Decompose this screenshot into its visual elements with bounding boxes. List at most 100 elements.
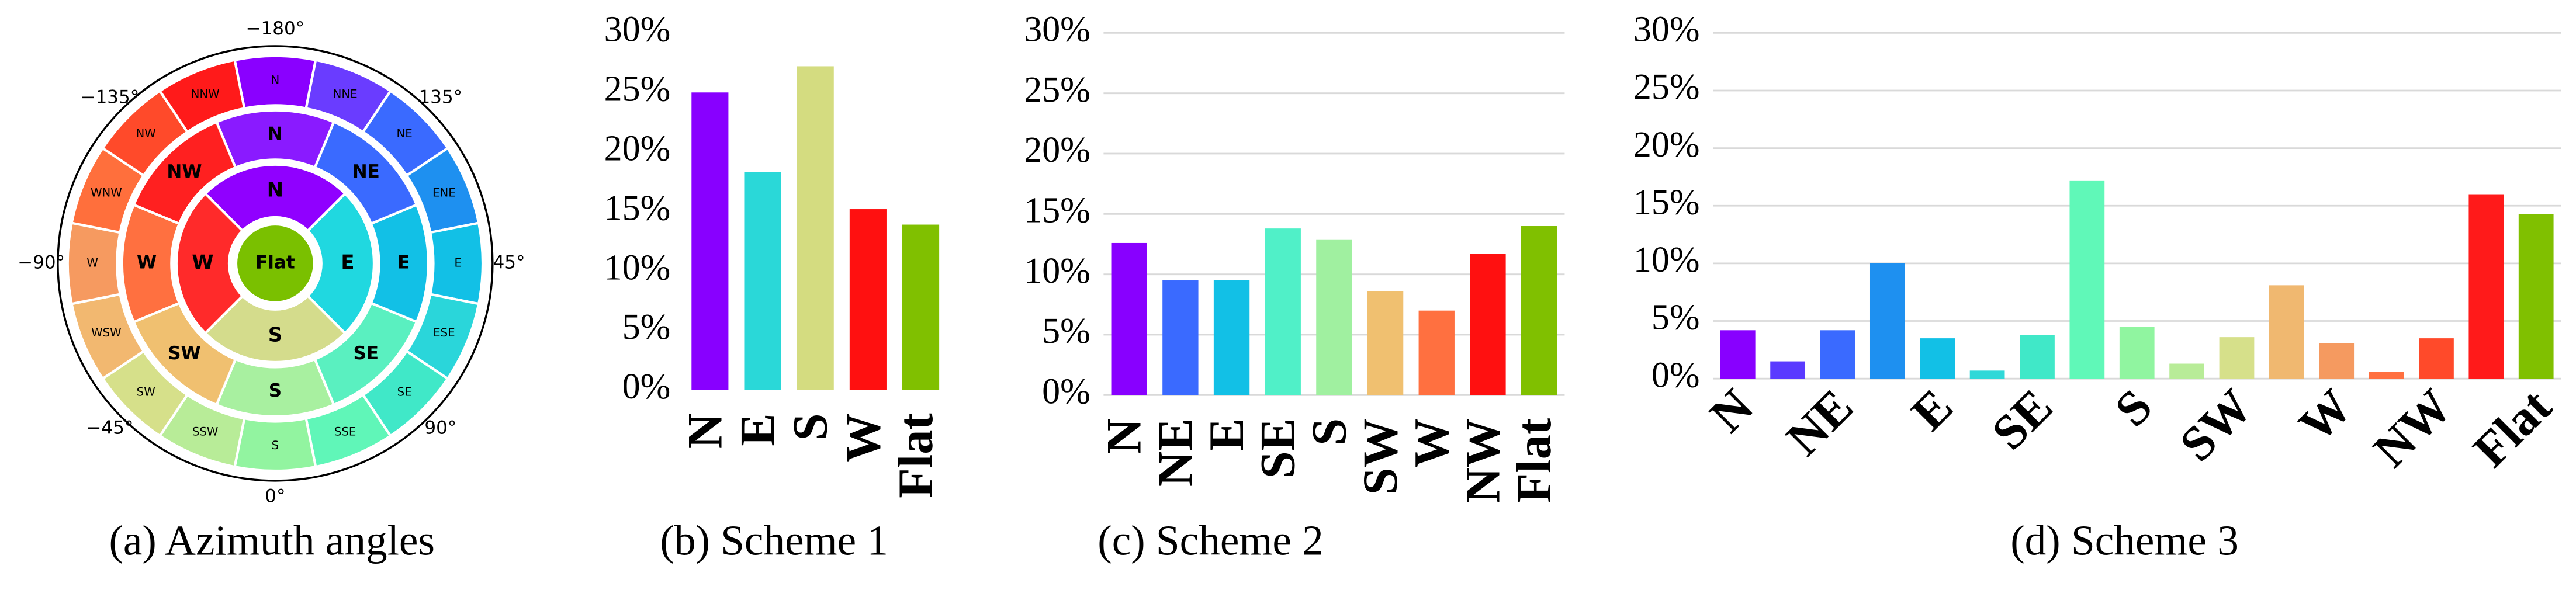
y-tick-label: 30% [1633,10,1700,50]
y-tick-label: 20% [604,129,671,168]
x-tick-label: S [1302,418,1356,446]
bar [797,66,834,390]
y-tick-label: 10% [604,248,671,287]
sector-label: SE [354,343,379,364]
y-tick-label: 15% [1024,191,1090,231]
y-tick-label: 15% [1633,182,1700,222]
caption: (c) Scheme 2 [1097,517,1324,564]
sector [203,163,347,233]
x-tick-label: W [2289,379,2363,453]
sector [175,192,245,335]
x-tick-label: N [678,413,732,449]
y-tick-label: 30% [1024,10,1090,50]
bar [2518,214,2554,379]
ring-gap [63,51,488,476]
bar [1265,228,1301,395]
x-tick-label: Flat [889,413,943,498]
x-tick-label: E [730,413,785,446]
sector-label: E [341,251,354,273]
x-tick-label: W [1405,418,1459,468]
x-tick-label: SE [1982,379,2063,460]
center-label: Flat [255,252,295,273]
caption: (d) Scheme 3 [2010,517,2239,564]
angle-label: −135° [81,86,140,107]
bar [1367,291,1404,395]
bar [1316,239,1352,395]
bar [1820,330,1855,379]
angle-label: 90° [424,417,456,438]
bar [849,209,887,390]
x-tick-label: NW [1456,418,1510,504]
bar [1162,280,1199,395]
bar [1111,242,1147,395]
bar [1213,280,1250,395]
sector-label: S [272,439,279,452]
y-tick-label: 0% [1042,372,1090,412]
sector-label: E [454,256,461,269]
bar [1470,254,1506,395]
bar [2369,372,2404,379]
sector-label: SW [137,386,155,399]
y-tick-label: 5% [1651,298,1700,338]
bar [744,172,781,390]
bar [2069,180,2105,379]
y-tick-label: 0% [622,367,671,407]
x-tick-label: E [1902,379,1964,441]
bar [1521,226,1557,395]
x-tick-label: N [1097,418,1152,454]
y-tick-label: 10% [1024,251,1090,291]
sector [203,294,347,364]
y-tick-label: 5% [622,307,671,347]
sector-label: W [137,252,157,273]
sector [306,192,375,335]
bar [2419,338,2454,379]
sector-label: NE [396,127,412,140]
angle-label: −180° [246,18,305,39]
sector-label: W [86,256,98,269]
sector-label: NNE [333,87,358,100]
sector-label: NW [167,161,202,182]
bar [1969,370,2005,379]
y-tick-label: 5% [1042,311,1090,351]
x-tick-label: SW [1353,418,1408,495]
x-tick-label: SE [1251,418,1306,478]
angle-label: 0° [265,486,285,507]
x-tick-label: NE [1777,379,1864,466]
bar [902,224,940,390]
bar [1720,330,1756,379]
x-tick-label: NE [1148,418,1203,487]
y-tick-label: 25% [1633,67,1700,107]
sector-label: SW [168,343,201,364]
sector-label: SE [397,386,412,399]
ring-gap [171,159,379,367]
angle-label: −45° [86,417,133,438]
sector-label: SSW [192,425,219,438]
y-tick-label: 20% [1633,125,1700,165]
caption: (b) Scheme 1 [660,517,888,564]
sector-label: N [271,74,279,87]
y-tick-label: 30% [604,10,671,50]
sector-label: ESE [433,326,455,339]
bar [2219,337,2255,379]
bar [2020,335,2055,379]
bar [2169,363,2204,379]
y-tick-label: 25% [604,70,671,109]
ring-gap [117,105,434,422]
x-tick-label: NW [2363,379,2462,478]
sector-label: N [268,124,283,145]
sector-label: W [192,251,213,273]
bar [2319,343,2355,379]
bar [1869,263,1905,379]
y-tick-label: 0% [1651,355,1700,395]
x-tick-label: SW [2170,379,2263,472]
bar [1418,310,1455,395]
bar [1770,361,1806,379]
sector-label: E [397,252,410,273]
bar [2119,327,2155,379]
bar [2269,285,2304,379]
angle-label: 135° [419,86,463,107]
x-tick-label: S [784,413,838,440]
angle-label: 45° [493,252,525,273]
